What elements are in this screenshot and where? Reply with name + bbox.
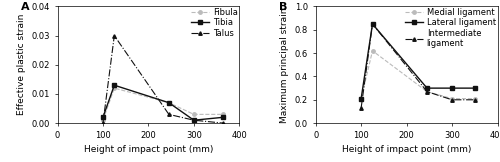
Legend: Medial ligament, Lateral ligament, Intermediate
ligament: Medial ligament, Lateral ligament, Inter… xyxy=(405,8,496,48)
Text: B: B xyxy=(280,2,287,12)
Y-axis label: Effective plastic strain: Effective plastic strain xyxy=(17,14,26,116)
Legend: Fibula, Tibia, Talus: Fibula, Tibia, Talus xyxy=(191,8,238,38)
X-axis label: Height of impact point (mm): Height of impact point (mm) xyxy=(342,145,471,154)
X-axis label: Height of impact point (mm): Height of impact point (mm) xyxy=(84,145,213,154)
Text: A: A xyxy=(21,2,30,12)
Y-axis label: Maximum principal strain: Maximum principal strain xyxy=(280,7,289,122)
